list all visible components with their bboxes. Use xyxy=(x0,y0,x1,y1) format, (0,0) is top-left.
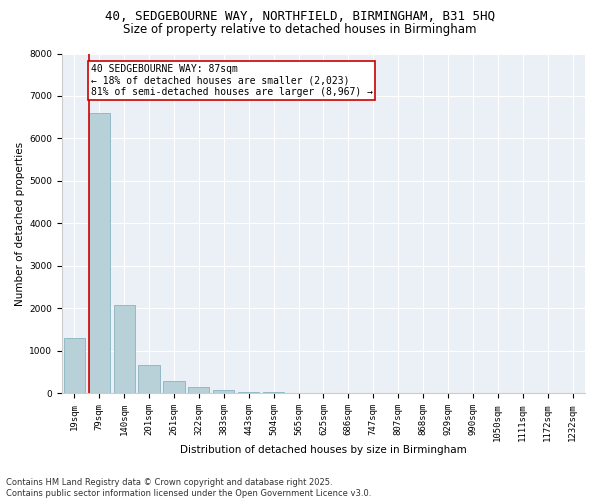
Bar xyxy=(163,380,185,394)
Bar xyxy=(113,305,135,394)
Bar xyxy=(188,387,209,394)
Text: 40 SEDGEBOURNE WAY: 87sqm
← 18% of detached houses are smaller (2,023)
81% of se: 40 SEDGEBOURNE WAY: 87sqm ← 18% of detac… xyxy=(91,64,373,98)
Bar xyxy=(263,392,284,394)
Bar xyxy=(238,392,259,394)
Text: Contains HM Land Registry data © Crown copyright and database right 2025.
Contai: Contains HM Land Registry data © Crown c… xyxy=(6,478,371,498)
Text: Size of property relative to detached houses in Birmingham: Size of property relative to detached ho… xyxy=(123,22,477,36)
Text: 40, SEDGEBOURNE WAY, NORTHFIELD, BIRMINGHAM, B31 5HQ: 40, SEDGEBOURNE WAY, NORTHFIELD, BIRMING… xyxy=(105,10,495,23)
Bar xyxy=(89,113,110,394)
X-axis label: Distribution of detached houses by size in Birmingham: Distribution of detached houses by size … xyxy=(180,445,467,455)
Y-axis label: Number of detached properties: Number of detached properties xyxy=(15,142,25,306)
Bar xyxy=(64,338,85,394)
Bar xyxy=(139,365,160,394)
Bar xyxy=(213,390,235,394)
